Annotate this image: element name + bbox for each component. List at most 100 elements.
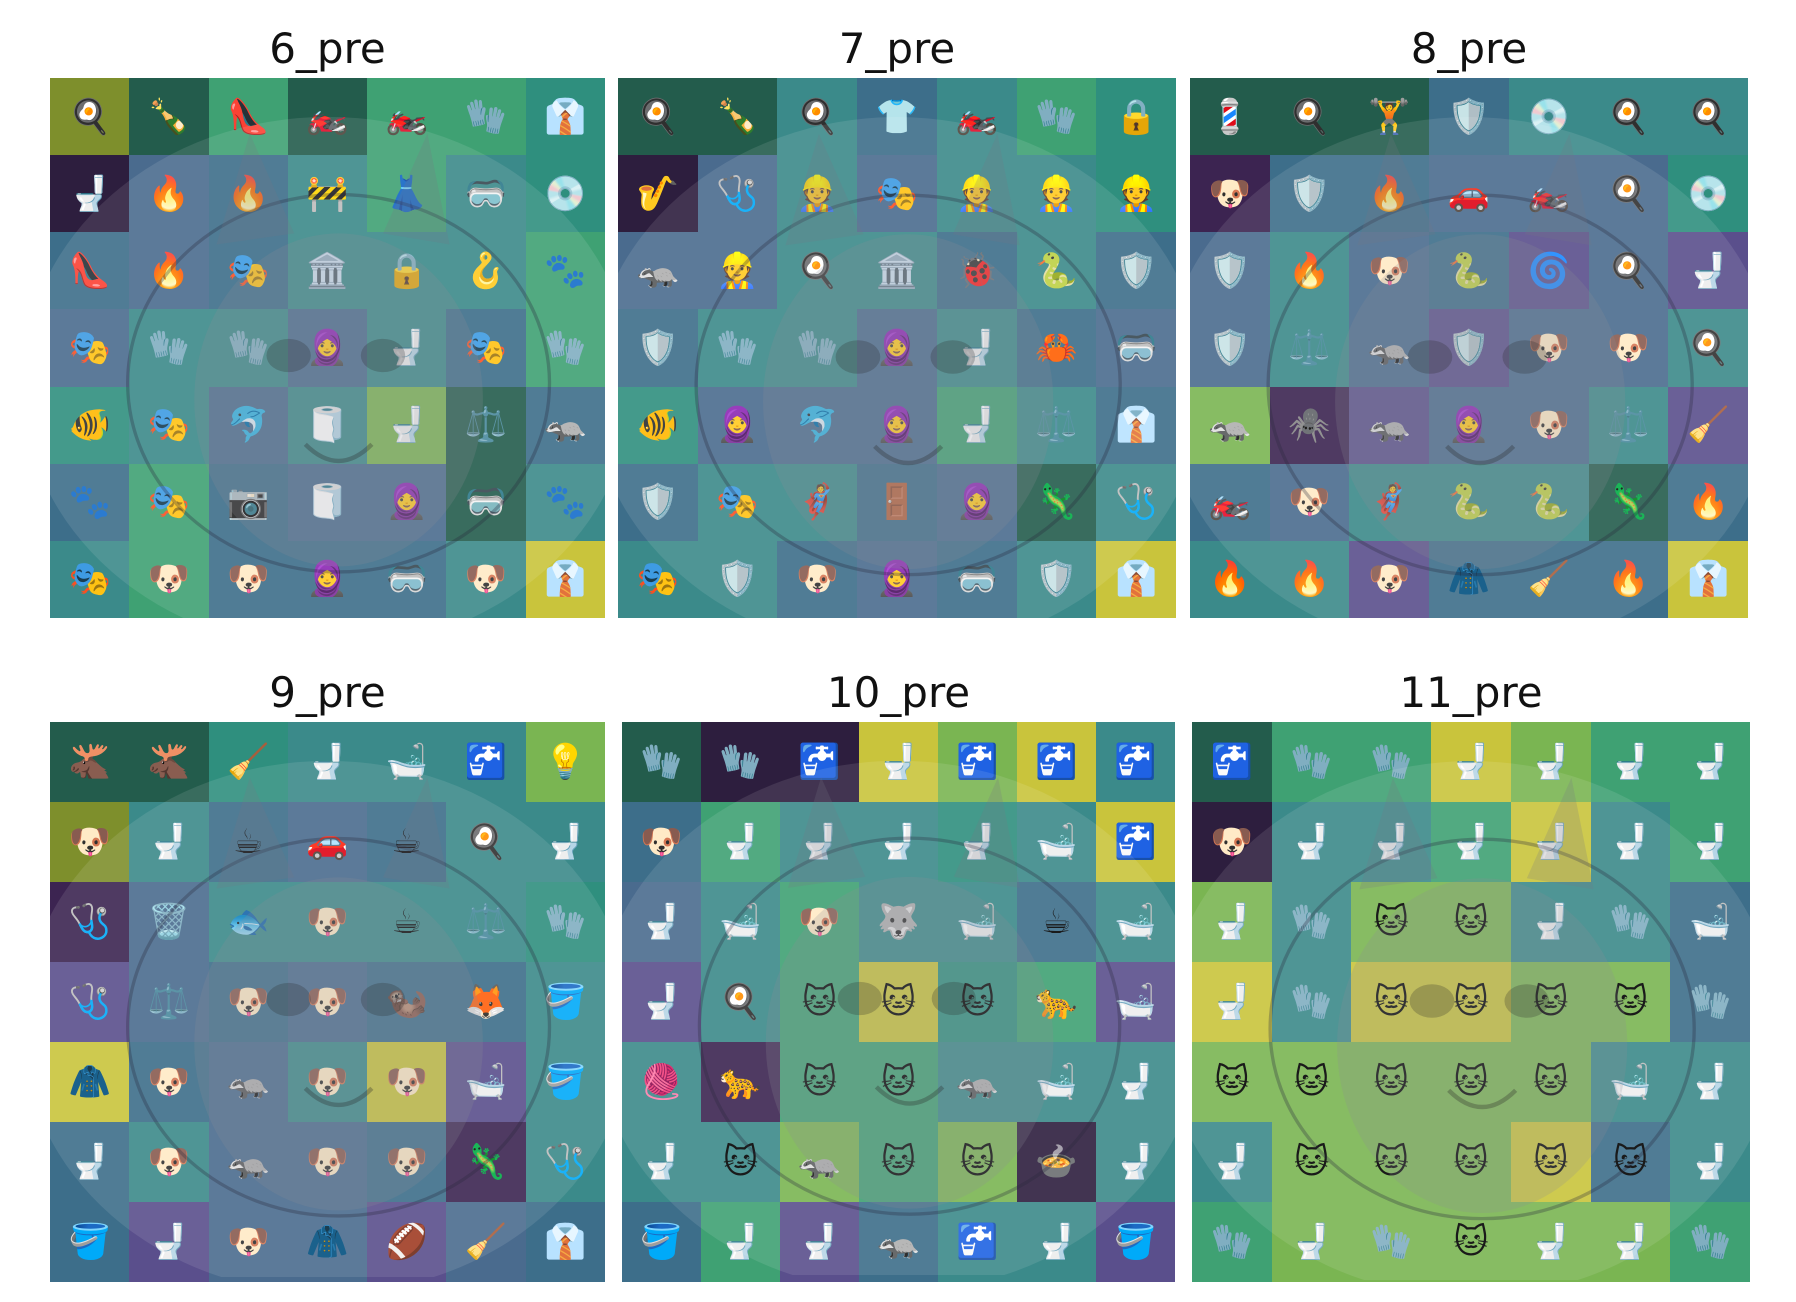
grid-cell: 🐶 (1190, 155, 1270, 233)
emoji-token: 🚽 (147, 1222, 191, 1262)
emoji-token: 🐱 (959, 982, 996, 1022)
grid-cell: 🦀 (1016, 309, 1097, 387)
panel-11_pre: 11_pre 🚰 🧤 🧤 🚽 🚽 🚽 🚽 🐶 🚽 🚽 🚽 🚽 🚽 🚽 🚽 🧤 🐱 🐱 🚽 🧤 🛁 🚽 🧤 🐱 🐱 🐱 🐱 🧤 🐱 🐱 🐱 🐱 🐱 🛁… (1192, 662, 1750, 1302)
grid-cell: 🧤 (1016, 78, 1097, 156)
grid-cell: 🐬 (777, 386, 858, 464)
emoji-token: 👷 (796, 173, 839, 214)
grid-cell: 🥽 (936, 540, 1017, 618)
grid-cell: 🛡️ (1429, 309, 1509, 387)
emoji-token: 🪣 (68, 1222, 111, 1262)
grid-cell: 👷 (697, 232, 778, 310)
emoji-token: 🦊 (464, 982, 508, 1022)
grid-cell: 🦡 (1349, 386, 1430, 464)
emoji-token: 🪝 (464, 250, 508, 291)
panel-9_pre: 9_pre 🫎 🫎 🧹 🚽 🛁 🚰 💡 🐶 🚽 ☕ 🚗 ☕ 🍳 🚽 🩺 🗑️ 🐟 🐶 ☕ ⚖️ 🧤 🩺 ⚖️ 🐶 🐶 🦦 🦊 🪣 🧥 🐶 🦡 🐶… (50, 662, 605, 1302)
emoji-token: 💿 (1527, 96, 1570, 137)
emoji-token: 🔥 (147, 173, 191, 214)
grid-cell: 🔥 (1349, 155, 1430, 233)
grid-cell: 🍳 (1588, 78, 1669, 156)
grid-cell: 🩺 (1096, 463, 1176, 541)
emoji-token: ⚖️ (1035, 405, 1078, 446)
emoji-token: 💿 (1686, 173, 1730, 214)
grid-cell: 🛁 (1670, 882, 1750, 962)
emoji-token: 👠 (68, 250, 111, 291)
grid-cell: 🪣 (50, 1202, 130, 1282)
panel-title: 11_pre (1399, 668, 1543, 717)
emoji-token: 🚽 (544, 822, 587, 862)
grid-cell: 🛡️ (1269, 155, 1350, 233)
grid-cell: 🍳 (1668, 309, 1748, 387)
grid-cell: 🚽 (287, 722, 368, 802)
emoji-token: 👔 (544, 1222, 587, 1262)
grid-cell: 🐱 (780, 962, 859, 1042)
emoji-token: 🩺 (544, 1142, 587, 1182)
grid-cell: 🥽 (446, 463, 526, 541)
emoji-token: 🪣 (544, 982, 587, 1022)
emoji-token: 🚽 (1290, 822, 1333, 862)
emoji-token: ☕ (1041, 902, 1072, 942)
emoji-token: 🦡 (544, 405, 587, 446)
emoji-token: 🧤 (1290, 902, 1333, 942)
emoji-token: 🐍 (1035, 250, 1078, 291)
emoji-token: 🕷️ (1288, 405, 1331, 446)
emoji-token: 🐺 (877, 902, 920, 942)
emoji-token: 🪣 (640, 1222, 683, 1262)
emoji-token: 🚪 (875, 482, 919, 523)
emoji-token: 🛁 (956, 902, 999, 942)
emoji-token: 🦸 (796, 482, 839, 523)
grid-cell: 🎭 (129, 463, 209, 541)
grid-cell: 🐶 (208, 1202, 288, 1282)
grid-cell: 🫎 (129, 722, 209, 802)
emoji-token: 🚽 (719, 1222, 762, 1262)
emoji-token: 🐶 (385, 1062, 428, 1102)
emoji-token: 🧕 (875, 405, 919, 446)
emoji-token: 🧶 (640, 1062, 683, 1102)
grid-cell: 🚽 (525, 802, 605, 882)
grid-cell: 🏍️ (1190, 463, 1270, 541)
emoji-token: 👗 (385, 173, 428, 214)
grid-cell: 🚽 (936, 309, 1017, 387)
grid-cell: 🚽 (859, 722, 938, 802)
emoji-token: 🐱 (1373, 982, 1409, 1022)
grid-cell: 🎭 (50, 540, 130, 618)
grid-cell: 🐶 (208, 962, 288, 1042)
grid-cell: 🚽 (1431, 802, 1511, 882)
emoji-token: 🐍 (1447, 250, 1491, 291)
grid-cell: 🗑️ (129, 882, 209, 962)
grid-cell: 🐍 (1429, 232, 1509, 310)
grid-cell: 🚰 (446, 722, 526, 802)
emoji-token: 🐶 (796, 559, 839, 600)
emoji-token: 🐱 (1612, 982, 1649, 1022)
grid-cell: 👔 (525, 540, 605, 618)
grid-cell: 🐱 (1271, 1122, 1352, 1202)
emoji-token: 🛡️ (1288, 173, 1331, 214)
grid-cell: 🧕 (287, 309, 368, 387)
grid-cell: 🚗 (1429, 155, 1509, 233)
grid-cell: ☕ (367, 802, 447, 882)
emoji-token: ⚖️ (464, 902, 508, 942)
grid-cell: 🧕 (857, 386, 937, 464)
emoji-token: 🛁 (1609, 1062, 1652, 1102)
grid-cell: 🐱 (1510, 1122, 1591, 1202)
grid-cell: 🚽 (622, 1122, 701, 1202)
emoji-token: 🏈 (385, 1222, 428, 1262)
grid-cell: 🚰 (938, 722, 1017, 802)
grid-cell: 🧤 (1192, 1202, 1272, 1282)
panel-title: 7_pre (838, 24, 956, 73)
emoji-token: 🐱 (1293, 1062, 1330, 1102)
emoji-token: 🐾 (544, 250, 587, 291)
emoji-token: 🐱 (1453, 1062, 1489, 1102)
grid-cell: 🚽 (1096, 1122, 1175, 1202)
emoji-token: 🦸 (1368, 482, 1411, 523)
grid-cell: 🍳 (618, 78, 698, 156)
emoji-token: 🐍 (1527, 482, 1570, 523)
emoji-token: 🐶 (640, 822, 683, 862)
emoji-token: 🚰 (956, 1222, 999, 1262)
grid-cell: 🐍 (1429, 463, 1509, 541)
emoji-token: 🐱 (1453, 1142, 1489, 1182)
emoji-token: 🚽 (798, 822, 841, 862)
grid-cell: 🔥 (129, 232, 209, 310)
emoji-token: 🎭 (464, 327, 508, 368)
grid-cell: 🧥 (50, 1042, 130, 1122)
grid-cell: 🐱 (1351, 882, 1432, 962)
